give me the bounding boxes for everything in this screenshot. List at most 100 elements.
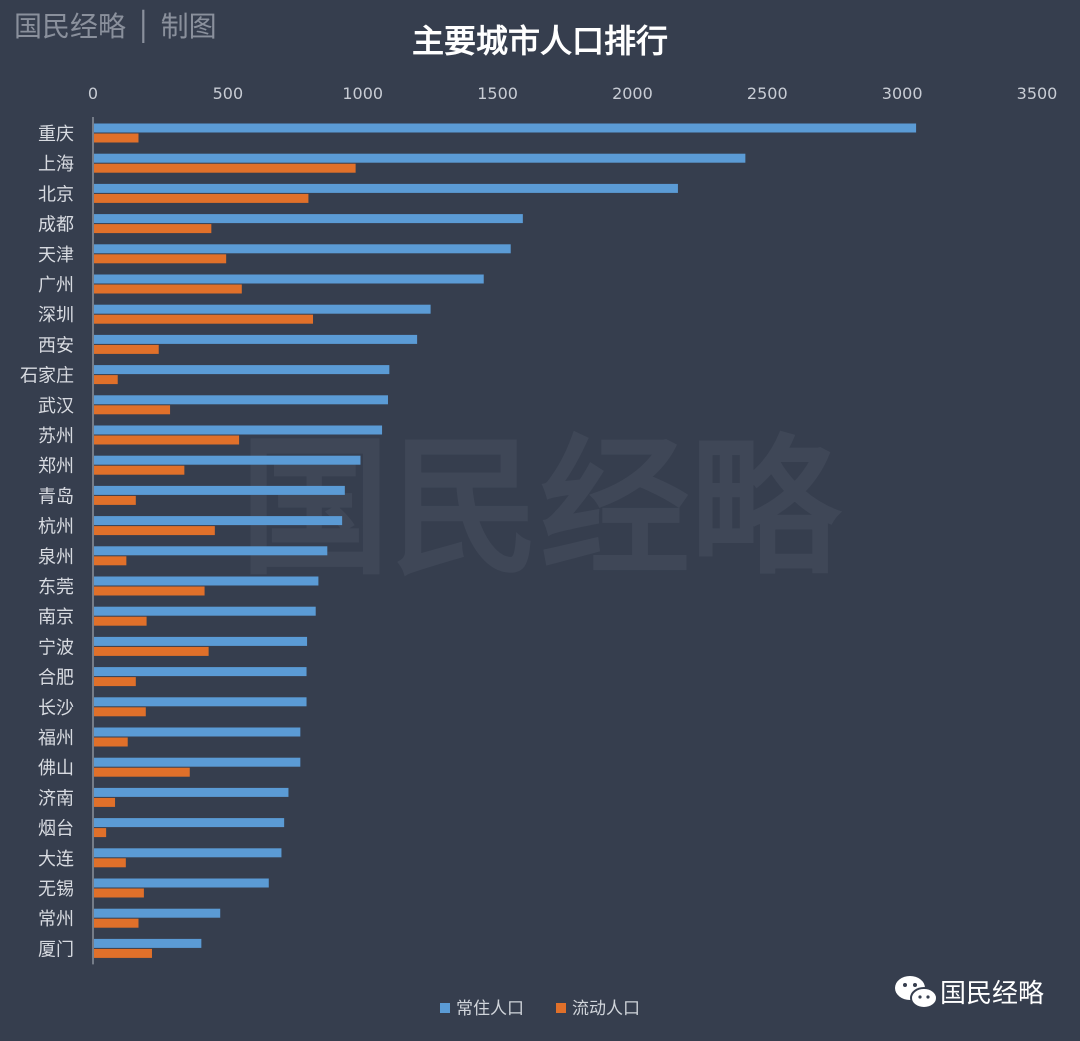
bar-floating xyxy=(94,918,139,928)
category-label: 常州 xyxy=(38,909,74,930)
bar-resident xyxy=(94,183,678,193)
bar-resident xyxy=(94,787,289,797)
x-axis-ticks: 0 500 1000 1500 2000 2500 3000 3500 xyxy=(88,84,1057,103)
category-label: 长沙 xyxy=(38,698,74,719)
bar-floating xyxy=(94,375,118,385)
category-label: 宁波 xyxy=(38,637,74,658)
bar-resident xyxy=(94,576,319,586)
bar-resident xyxy=(94,516,343,526)
bar-floating xyxy=(94,314,314,324)
category-label: 济南 xyxy=(38,788,74,809)
category-label: 苏州 xyxy=(38,426,74,447)
category-label: 西安 xyxy=(38,335,74,356)
bar-floating xyxy=(94,677,136,687)
category-label: 石家庄 xyxy=(20,366,74,387)
brand-logo: 国民经略 xyxy=(895,976,1044,1009)
bar-floating xyxy=(94,163,356,173)
bar-floating xyxy=(94,828,107,838)
bar-resident xyxy=(94,244,511,254)
bar-resident xyxy=(94,455,361,465)
bar-resident xyxy=(94,878,269,888)
category-label: 厦门 xyxy=(38,939,74,960)
source-label: 国民经略 │ 制图 xyxy=(14,9,217,43)
bar-floating xyxy=(94,133,139,143)
bar-resident xyxy=(94,425,383,435)
watermark: 国民经略 xyxy=(240,422,843,596)
bar-resident xyxy=(94,214,523,224)
category-label: 上海 xyxy=(38,154,74,175)
category-label: 南京 xyxy=(38,607,74,628)
bar-resident xyxy=(94,395,388,405)
wechat-icon xyxy=(895,976,938,1009)
category-label: 武汉 xyxy=(38,396,74,417)
bar-floating xyxy=(94,586,205,596)
bar-floating xyxy=(94,224,212,234)
category-label: 郑州 xyxy=(38,456,74,477)
category-label: 泉州 xyxy=(38,547,74,568)
bar-floating xyxy=(94,767,190,777)
category-label: 大连 xyxy=(38,849,74,870)
category-label: 成都 xyxy=(38,215,74,236)
x-tick-label: 3000 xyxy=(882,84,923,103)
bar-floating xyxy=(94,193,309,203)
bar-resident xyxy=(94,727,301,737)
bar-resident xyxy=(94,546,328,556)
category-label: 广州 xyxy=(38,275,74,296)
bar-floating xyxy=(94,646,209,656)
category-labels: 重庆上海北京成都天津广州深圳西安石家庄武汉苏州郑州青岛杭州泉州东莞南京宁波合肥长… xyxy=(20,124,74,960)
bar-resident xyxy=(94,757,301,767)
category-label: 重庆 xyxy=(38,124,74,145)
bar-floating xyxy=(94,526,215,536)
bar-floating xyxy=(94,888,144,898)
chart-title: 主要城市人口排行 xyxy=(412,22,668,60)
bar-floating xyxy=(94,254,227,264)
bar-floating xyxy=(94,465,185,475)
bar-floating xyxy=(94,556,127,566)
bar-floating xyxy=(94,616,147,626)
category-label: 杭州 xyxy=(38,517,74,538)
bars-group xyxy=(94,123,917,958)
bar-floating xyxy=(94,707,146,717)
bar-resident xyxy=(94,697,307,707)
legend-swatch-floating xyxy=(556,1003,566,1013)
x-tick-label: 2000 xyxy=(612,84,653,103)
bar-resident xyxy=(94,606,316,616)
category-label: 天津 xyxy=(38,245,74,266)
bar-resident xyxy=(94,123,917,133)
category-label: 青岛 xyxy=(38,486,74,507)
brand-name: 国民经略 xyxy=(940,979,1044,1009)
bar-floating xyxy=(94,797,116,807)
bar-resident xyxy=(94,304,431,314)
x-tick-label: 1500 xyxy=(477,84,518,103)
bar-resident xyxy=(94,485,345,495)
legend-label-resident: 常住人口 xyxy=(456,999,524,1019)
category-label: 北京 xyxy=(38,184,74,205)
category-label: 佛山 xyxy=(38,758,74,779)
bar-floating xyxy=(94,737,128,747)
bar-resident xyxy=(94,938,202,948)
bar-resident xyxy=(94,848,282,858)
bar-floating xyxy=(94,495,136,505)
legend-label-floating: 流动人口 xyxy=(572,999,640,1019)
x-tick-label: 0 xyxy=(88,84,98,103)
category-label: 烟台 xyxy=(38,819,74,840)
category-label: 福州 xyxy=(38,728,74,749)
bar-floating xyxy=(94,858,126,868)
bar-resident xyxy=(94,908,221,918)
bar-floating xyxy=(94,344,159,354)
bar-resident xyxy=(94,818,285,828)
bar-resident xyxy=(94,274,484,284)
bar-floating xyxy=(94,405,171,415)
category-label: 合肥 xyxy=(38,668,74,689)
x-tick-label: 500 xyxy=(213,84,244,103)
bar-floating xyxy=(94,435,240,445)
category-label: 无锡 xyxy=(38,879,74,900)
bar-floating xyxy=(94,284,242,294)
bar-floating xyxy=(94,948,152,958)
bar-resident xyxy=(94,667,307,677)
legend: 常住人口 流动人口 xyxy=(440,999,640,1019)
x-tick-label: 1000 xyxy=(342,84,383,103)
bar-resident xyxy=(94,153,746,163)
category-label: 深圳 xyxy=(38,305,74,326)
